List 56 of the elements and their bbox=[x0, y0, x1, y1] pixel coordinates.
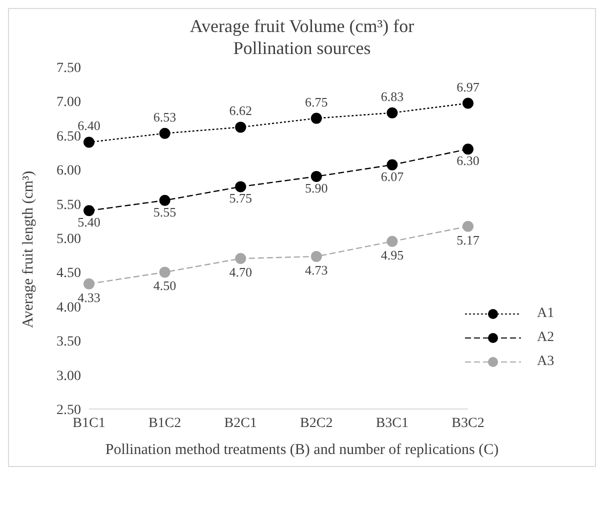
point bbox=[159, 194, 170, 206]
data-label: 4.50 bbox=[153, 278, 176, 294]
data-label: 4.95 bbox=[380, 247, 404, 262]
point bbox=[386, 107, 398, 118]
x-tick-label: B3C2 bbox=[452, 416, 484, 431]
point bbox=[235, 181, 246, 192]
point bbox=[159, 266, 170, 278]
x-tick-label: B2C2 bbox=[300, 416, 333, 431]
data-label: 5.55 bbox=[153, 204, 176, 220]
point bbox=[84, 205, 94, 216]
point bbox=[386, 159, 398, 170]
data-label: 5.17 bbox=[456, 232, 480, 248]
point bbox=[310, 112, 322, 124]
legend-label: A3 bbox=[537, 354, 554, 370]
x-tick-label: B2C1 bbox=[224, 416, 257, 431]
y-tick-label: 5.50 bbox=[56, 198, 81, 213]
y-tick-label: 4.00 bbox=[56, 300, 81, 316]
point bbox=[462, 98, 474, 109]
legend-label: A2 bbox=[537, 330, 554, 346]
point bbox=[310, 250, 322, 262]
point bbox=[310, 170, 322, 182]
data-label: 4.70 bbox=[229, 264, 252, 280]
y-tick-label: 7.50 bbox=[56, 60, 81, 76]
y-tick-label: 3.50 bbox=[56, 334, 81, 350]
point bbox=[386, 236, 398, 247]
x-axis-title: Pollination method treatments (B) and number of replications (C) bbox=[104, 441, 500, 460]
y-tick-label: 3.00 bbox=[56, 368, 81, 384]
point bbox=[159, 128, 170, 139]
data-label: 6.97 bbox=[456, 79, 480, 94]
data-label: 6.75 bbox=[305, 94, 328, 110]
y-tick-label: 4.50 bbox=[56, 266, 81, 282]
legend-label: A1 bbox=[537, 306, 554, 322]
point bbox=[462, 220, 474, 232]
data-label: 4.73 bbox=[305, 262, 328, 278]
data-label: 5.40 bbox=[78, 214, 100, 230]
data-label: 6.07 bbox=[380, 168, 404, 184]
y-tick-label: 2.50 bbox=[56, 402, 81, 418]
data-label: 6.62 bbox=[229, 103, 252, 118]
point bbox=[84, 136, 94, 148]
data-label: 6.30 bbox=[456, 153, 480, 168]
chart-title: Average fruit Volume (cm³) for Pollination sources bbox=[188, 15, 416, 59]
y-tick-label: 5.00 bbox=[56, 232, 81, 247]
point bbox=[462, 144, 474, 155]
data-label: 5.90 bbox=[305, 180, 328, 196]
point bbox=[235, 122, 246, 133]
x-tick-label: B1C2 bbox=[148, 416, 182, 431]
point bbox=[84, 278, 94, 290]
y-tick-label: 6.00 bbox=[56, 164, 81, 179]
x-tick-label: B3C1 bbox=[376, 416, 409, 431]
point bbox=[235, 253, 246, 264]
y-axis-title: Average fruit length (cm³) bbox=[20, 170, 36, 328]
x-tick-label: B1C1 bbox=[72, 416, 106, 431]
data-label: 5.75 bbox=[229, 190, 252, 206]
data-label: 6.53 bbox=[153, 109, 176, 124]
y-tick-label: 7.00 bbox=[56, 95, 81, 110]
data-label: 6.83 bbox=[380, 88, 404, 104]
